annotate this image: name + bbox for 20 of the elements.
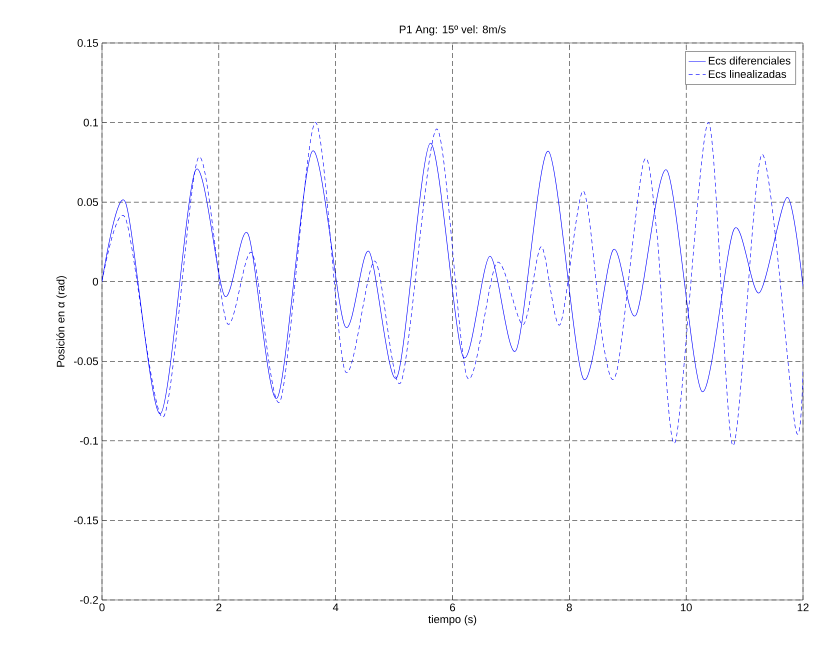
- x-tick-label: 10: [680, 604, 692, 612]
- x-tick-label: 4: [332, 604, 338, 612]
- legend-label: Ecs diferenciales: [708, 56, 790, 65]
- y-tick-label: 0.15: [78, 39, 98, 47]
- y-tick-label: 0.1: [84, 118, 98, 126]
- x-tick-label: 2: [216, 604, 222, 612]
- y-tick-label: 0.05: [78, 198, 98, 206]
- y-tick-label: -0.15: [74, 516, 98, 524]
- y-tick-label: -0.2: [80, 596, 98, 604]
- x-tick-label: 12: [798, 604, 809, 612]
- legend-label: Ecs linealizadas: [708, 70, 786, 78]
- y-axis-title: Posición en α (rad): [56, 276, 67, 367]
- x-tick-label: 6: [450, 604, 456, 612]
- y-tick-label: -0.1: [80, 436, 98, 445]
- y-tick-label: 0: [92, 278, 98, 286]
- y-tick-label: -0.05: [74, 357, 98, 366]
- x-tick-label: 8: [566, 604, 572, 612]
- x-tick-label: 0: [99, 604, 105, 612]
- x-axis-title: tiempo (s): [428, 615, 476, 626]
- chart-title: P1 Ang: 15º vel: 8m/s: [400, 25, 506, 36]
